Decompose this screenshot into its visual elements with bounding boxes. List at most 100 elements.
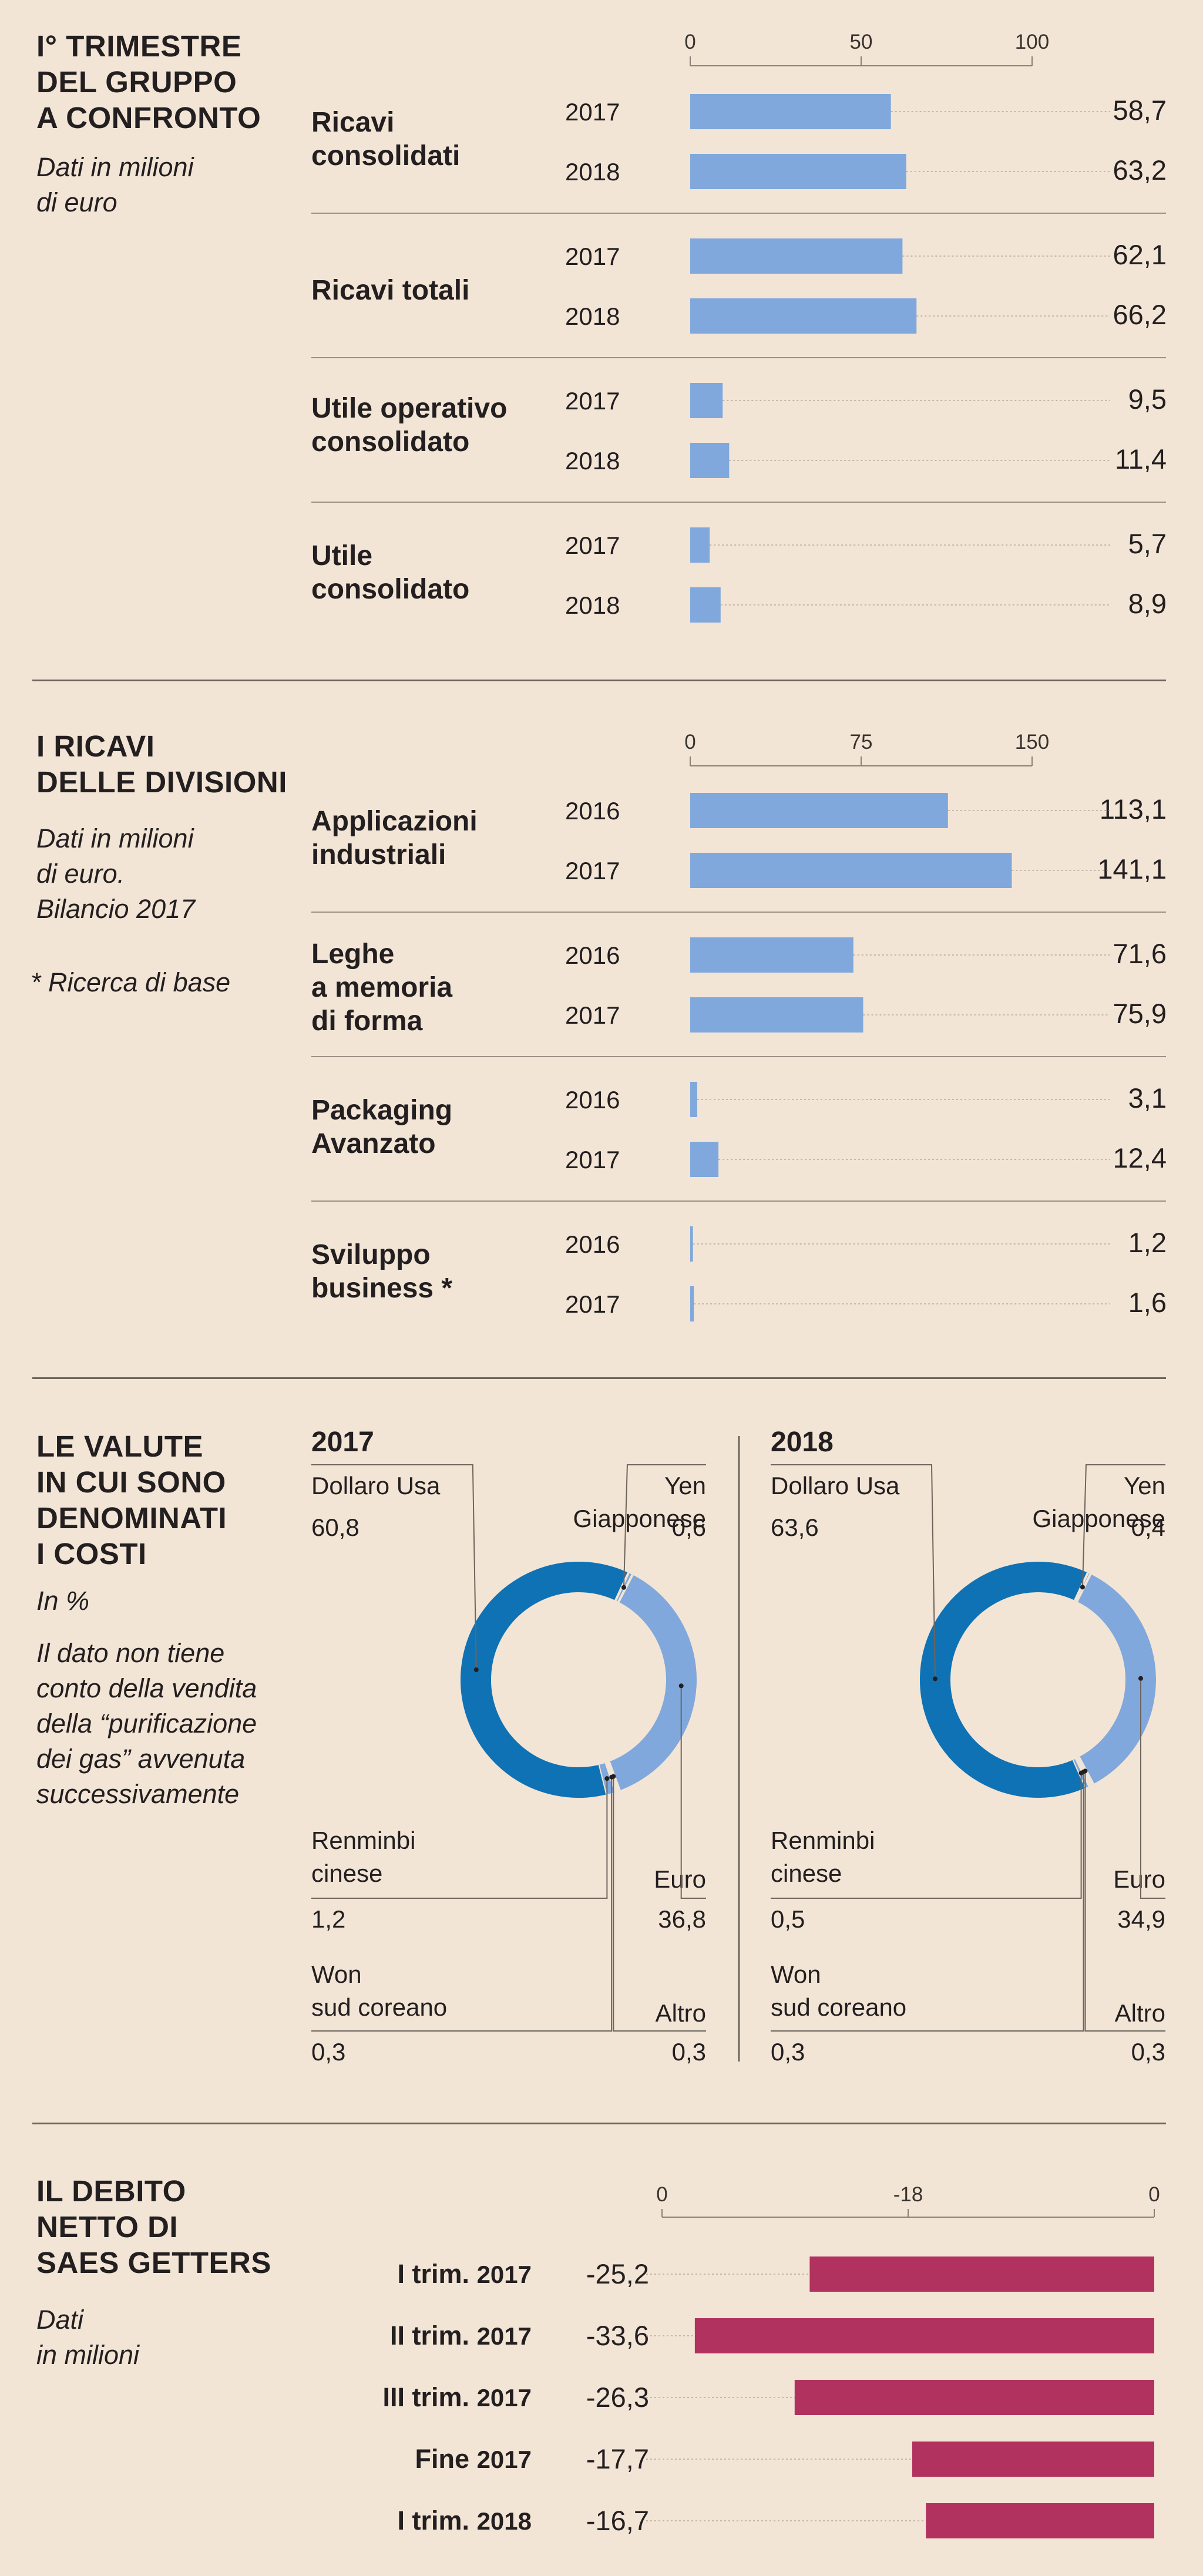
value-label: 5,7 <box>1128 528 1167 559</box>
value-label: -16,7 <box>586 2505 649 2536</box>
year-label: 2017 <box>565 243 620 270</box>
row-label: I trim. 2018 <box>329 2506 532 2536</box>
slice-value: 0,5 <box>771 1905 805 1933</box>
slice-label: Won sud coreano <box>311 1958 447 2024</box>
category-label-line: di forma <box>311 1005 423 1037</box>
slice-leader-dot <box>473 1667 479 1673</box>
row-label: III trim. 2017 <box>329 2382 532 2413</box>
category-label-line: consolidato <box>311 426 470 458</box>
slice-label: Euro <box>654 1865 706 1893</box>
value-label: 66,2 <box>1113 299 1167 330</box>
value-label: -26,3 <box>586 2382 649 2413</box>
slice-label: Won sud coreano <box>771 1958 906 2024</box>
bar <box>690 1142 719 1177</box>
slice-value: 34,9 <box>1117 1905 1165 1933</box>
row-label-name: II trim. <box>390 2321 470 2350</box>
category-label-line: Packaging <box>311 1095 453 1126</box>
slice-leader-dot <box>604 1776 610 1781</box>
div-note: Dati in milioni di euro. Bilancio 2017 <box>36 823 196 924</box>
slice-leader-dot <box>621 1585 626 1590</box>
slice-label: Renminbi cinese <box>771 1824 875 1890</box>
slice-value: 0,3 <box>1131 2038 1165 2066</box>
slice-leader-dot <box>933 1676 938 1682</box>
x-tick-label: 0 <box>684 731 696 754</box>
category-label-line: business * <box>311 1273 453 1304</box>
slice-leader <box>1084 1771 1165 2032</box>
category-label-line: Utile operativo <box>311 393 508 424</box>
category-label-line: Leghe <box>311 939 395 970</box>
category-label-line: Applicazioni <box>311 806 478 837</box>
slice-label: Altro <box>1114 1999 1165 2027</box>
bar <box>690 1226 693 1262</box>
q1-note: Dati in milioni di euro <box>36 152 194 217</box>
category-label-line: Ricavi <box>311 107 395 138</box>
bar <box>690 527 710 563</box>
slice-label: Dollaro Usa <box>311 1472 441 1499</box>
category-divider <box>311 357 1166 358</box>
bar <box>690 383 723 418</box>
value-label: 9,5 <box>1128 384 1167 415</box>
slice-leader <box>771 1771 1084 2032</box>
row-label-name: I trim. <box>397 2506 470 2535</box>
category-label: Utile consolidato <box>311 539 469 606</box>
bar <box>926 2503 1154 2538</box>
year-label: 2017 <box>565 98 620 126</box>
value-label: 71,6 <box>1113 938 1167 969</box>
x-tick-label: 0 <box>656 2183 668 2206</box>
row-label-name: I trim. <box>397 2259 470 2289</box>
bar <box>690 1082 698 1117</box>
value-label: 141,1 <box>1097 853 1167 885</box>
year-label: 2016 <box>565 1230 620 1258</box>
category-divider <box>311 502 1166 503</box>
category-label: Leghe a memoria di forma <box>311 937 452 1038</box>
row-label-year: 2017 <box>476 2384 532 2412</box>
x-tick-label: 75 <box>849 731 873 754</box>
slice-leader <box>311 1777 613 2032</box>
row-label-year: 2017 <box>476 2261 532 2288</box>
slice-label: Renminbi cinese <box>311 1824 415 1890</box>
bar <box>690 853 1012 888</box>
x-tick-label: 100 <box>1014 31 1050 53</box>
year-label: 2018 <box>565 591 620 619</box>
bar <box>690 298 917 334</box>
x-tick-label: 50 <box>849 31 873 53</box>
value-label: 3,1 <box>1128 1082 1167 1114</box>
slice-value: 36,8 <box>658 1905 706 1933</box>
category-label: Ricavi totali <box>311 274 469 307</box>
bar <box>690 937 853 973</box>
category-label-line: consolidato <box>311 574 470 605</box>
slice-leader <box>680 1686 706 1899</box>
slice-leader <box>771 1773 1082 1899</box>
slice-leader <box>1081 1464 1165 1588</box>
bar <box>690 94 891 129</box>
year-label: 2018 <box>565 447 620 475</box>
slice-value: 0,4 <box>1131 1514 1165 1541</box>
donut-year-title: 2017 <box>311 1427 374 1458</box>
year-label: 2016 <box>565 1086 620 1114</box>
slice-value: 1,2 <box>311 1905 346 1933</box>
category-label: Sviluppo business * <box>311 1238 452 1305</box>
category-label: Applicazioni industriali <box>311 805 478 872</box>
value-label: 12,4 <box>1113 1142 1167 1173</box>
bar <box>690 997 863 1033</box>
bar <box>690 238 903 274</box>
year-label: 2017 <box>565 532 620 559</box>
year-label: 2017 <box>565 387 620 415</box>
category-label-line: a memoria <box>311 972 453 1003</box>
category-label-line: Avanzato <box>311 1128 436 1159</box>
row-label-year: 2017 <box>476 2446 532 2473</box>
slice-label-text: Renminbi cinese <box>771 1827 875 1887</box>
value-label: -17,7 <box>586 2443 649 2474</box>
slice-leader-dot <box>1083 1768 1088 1774</box>
row-label-name: Fine <box>415 2444 470 2474</box>
value-label: 11,4 <box>1115 443 1167 475</box>
debt-note: Dati in milioni <box>36 2305 140 2370</box>
year-label: 2017 <box>565 1290 620 1318</box>
slice-label: Yen Giapponese <box>573 1472 706 1532</box>
bar <box>794 2380 1154 2415</box>
value-label: 62,1 <box>1113 239 1167 270</box>
category-divider <box>311 1200 1166 1202</box>
cur-note: Il dato non tiene conto della vendita de… <box>36 1638 257 1809</box>
year-label: 2017 <box>565 1146 620 1173</box>
